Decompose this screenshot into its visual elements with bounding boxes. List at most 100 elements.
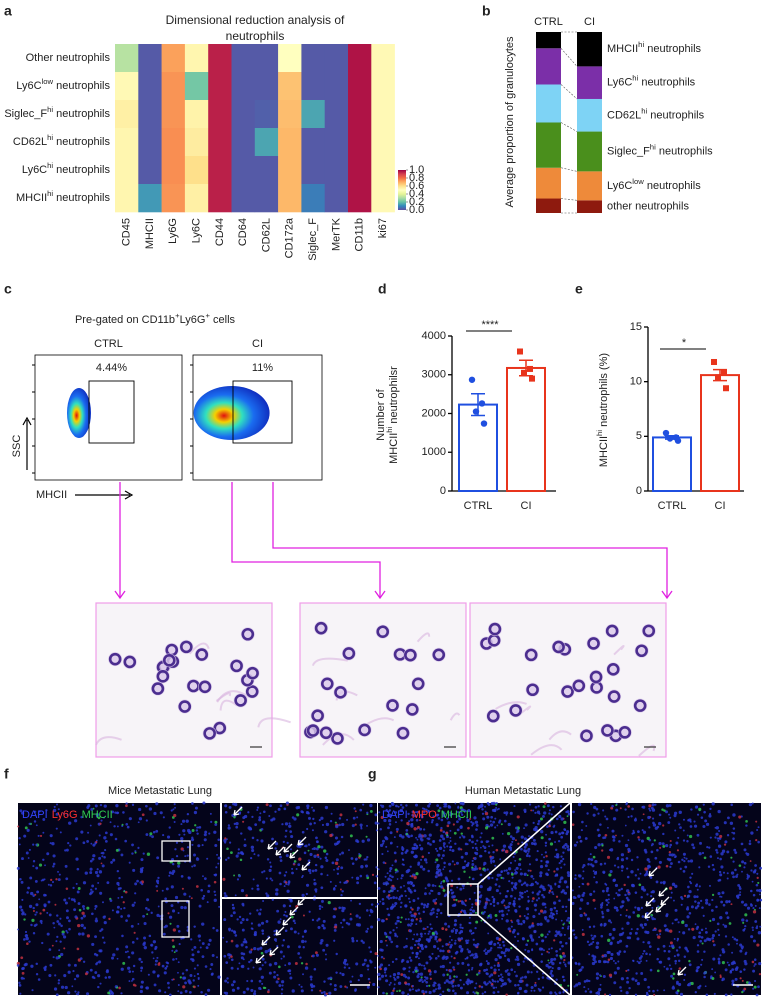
bar bbox=[652, 436, 692, 492]
roi-box bbox=[161, 900, 190, 938]
nucleus-dot bbox=[671, 882, 676, 887]
nucleus-dot bbox=[717, 844, 722, 848]
nucleus-dot bbox=[745, 824, 748, 827]
nucleus-dot bbox=[438, 938, 442, 942]
nucleus-dot bbox=[618, 893, 621, 897]
nucleus-dot bbox=[67, 842, 70, 845]
heat-cell bbox=[231, 72, 256, 101]
nucleus-dot bbox=[379, 900, 382, 903]
nucleus-dot bbox=[65, 887, 69, 890]
nucleus-dot bbox=[636, 927, 639, 931]
nucleus-dot bbox=[56, 803, 59, 806]
nucleus-dot bbox=[544, 906, 547, 909]
nucleus-dot bbox=[498, 946, 501, 949]
nucleus-dot bbox=[470, 820, 473, 824]
nucleus-dot bbox=[518, 905, 521, 908]
nucleus-dot bbox=[214, 893, 217, 897]
nucleus-dot bbox=[751, 960, 755, 964]
y-tick-label: 2000 bbox=[422, 407, 446, 419]
nucleus-dot bbox=[289, 972, 292, 975]
nucleus-dot bbox=[90, 808, 94, 811]
nucleus-dot bbox=[408, 900, 411, 904]
nucleus-dot bbox=[709, 919, 712, 922]
nucleus-dot bbox=[440, 886, 443, 889]
nucleus-dot bbox=[64, 849, 67, 852]
nucleus-dot bbox=[483, 868, 487, 872]
nucleus-dot bbox=[478, 963, 483, 967]
arrow bbox=[283, 843, 293, 853]
nucleus-dot bbox=[612, 927, 616, 932]
nucleus-dot bbox=[435, 858, 439, 862]
nucleus-dot bbox=[383, 931, 387, 935]
nucleus-dot bbox=[292, 862, 295, 865]
nucleus-dot bbox=[442, 879, 446, 883]
nucleus-dot bbox=[523, 845, 527, 849]
nucleus-dot bbox=[380, 816, 384, 820]
nucleus-dot bbox=[750, 869, 753, 872]
nucleus-dot bbox=[250, 857, 253, 860]
nucleus-dot bbox=[717, 957, 721, 961]
nucleus-dot bbox=[754, 864, 757, 867]
nucleus-dot bbox=[726, 916, 730, 920]
y-axis-label: Average proportion of granulocytes bbox=[504, 36, 516, 208]
nucleus-dot bbox=[133, 901, 136, 904]
nucleus-dot bbox=[226, 847, 229, 851]
nucleus bbox=[633, 699, 647, 712]
nucleus-dot bbox=[541, 885, 545, 890]
nucleus-dot bbox=[369, 809, 373, 813]
nucleus-dot bbox=[712, 868, 716, 871]
nucleus-dot bbox=[279, 804, 283, 808]
nucleus-dot bbox=[648, 953, 652, 956]
nucleus-dot bbox=[743, 861, 747, 865]
nucleus-dot bbox=[100, 852, 103, 855]
nucleus-dot bbox=[591, 937, 595, 941]
nucleus-dot bbox=[735, 875, 738, 878]
nucleus-dot bbox=[132, 964, 136, 968]
nucleus-dot bbox=[618, 888, 621, 892]
nucleus-dot bbox=[575, 983, 579, 987]
nucleus-dot bbox=[362, 803, 365, 806]
nucleus-dot bbox=[185, 968, 189, 972]
nucleus-dot bbox=[554, 934, 558, 938]
nucleus-dot bbox=[621, 900, 625, 904]
nucleus-dot bbox=[741, 918, 745, 922]
nucleus-dot bbox=[374, 966, 377, 969]
nucleus-dot bbox=[496, 963, 501, 968]
nucleus-dot bbox=[487, 914, 490, 918]
connector bbox=[560, 167, 578, 172]
text-part: MHCII bbox=[607, 43, 638, 55]
nucleus-dot bbox=[557, 966, 561, 971]
nucleus-dot bbox=[541, 853, 543, 856]
nucleus-dot bbox=[454, 928, 459, 933]
nucleus-dot bbox=[341, 822, 345, 827]
nucleus-dot bbox=[405, 828, 409, 832]
nucleus-dot bbox=[643, 977, 647, 982]
data-point bbox=[721, 369, 727, 376]
nucleus-dot bbox=[736, 873, 739, 876]
nucleus-dot bbox=[478, 867, 482, 870]
nucleus-dot bbox=[689, 859, 694, 863]
nucleus-dot bbox=[558, 814, 562, 819]
nucleus-dot bbox=[101, 936, 105, 939]
nucleus-dot bbox=[145, 819, 148, 822]
nucleus-dot bbox=[169, 922, 172, 925]
nucleus-dot bbox=[743, 968, 746, 971]
nucleus-dot bbox=[707, 865, 711, 869]
nucleus-dot bbox=[311, 806, 314, 809]
nucleus-dot bbox=[574, 962, 578, 966]
nucleus-dot bbox=[543, 910, 547, 914]
heat-cell bbox=[301, 72, 325, 101]
nucleus-dot bbox=[177, 861, 181, 865]
nucleus-dot bbox=[462, 835, 466, 839]
nucleus-dot bbox=[419, 932, 423, 936]
nucleus-dot bbox=[533, 989, 536, 992]
nucleus bbox=[561, 685, 574, 698]
nucleus-dot bbox=[61, 932, 65, 936]
nucleus-dot bbox=[619, 986, 622, 989]
nucleus-dot bbox=[199, 946, 202, 949]
nucleus-dot bbox=[302, 946, 305, 949]
nucleus-dot bbox=[313, 882, 317, 886]
nucleus-dot bbox=[593, 871, 598, 875]
nucleus-dot bbox=[96, 868, 99, 871]
nucleus bbox=[246, 666, 259, 680]
